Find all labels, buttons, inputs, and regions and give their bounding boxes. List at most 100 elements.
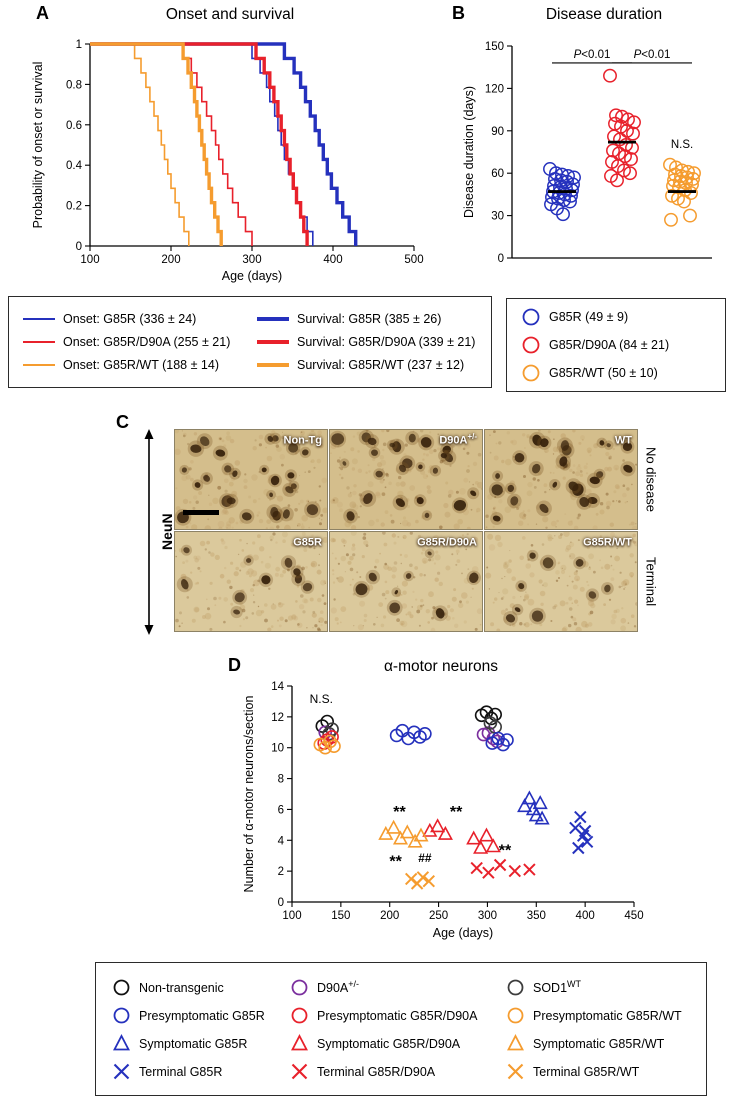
triangle-marker-icon (290, 1033, 309, 1053)
svg-text:0.2: 0.2 (66, 201, 82, 213)
micrograph-label: G85R (293, 536, 322, 549)
micrograph-image (330, 430, 482, 529)
micrograph-label: G85R/D90A (417, 536, 477, 549)
circle-marker-icon (290, 978, 309, 997)
legend-item: Survival: G85R/WT (237 ± 12) (257, 358, 487, 372)
row-label-no-disease: No disease (643, 446, 659, 513)
legend-item: Presymptomatic G85R (112, 1006, 290, 1025)
svg-text:0.8: 0.8 (66, 79, 82, 91)
svg-text:12: 12 (271, 712, 284, 724)
svg-text:P<0.01: P<0.01 (574, 49, 611, 61)
legend-item-label: G85R/D90A (84 ± 21) (549, 338, 670, 352)
svg-text:100: 100 (282, 910, 301, 922)
svg-text:0: 0 (76, 241, 82, 253)
svg-text:2: 2 (278, 866, 284, 878)
onset-survival-chart: 100 200 300 400 500 0 0.2 0.4 0.6 0.8 1 Age (days) P… (31, 39, 424, 283)
legend-item: D90A+/- (290, 978, 506, 997)
legend-item: Onset: G85R/WT (188 ± 14) (23, 358, 257, 372)
legend-item: G85R (49 ± 9) (521, 307, 721, 327)
legend-item-label: SOD1WT (533, 978, 582, 996)
legend-item-label: Terminal G85R/D90A (317, 1065, 436, 1080)
legend-item-label: G85R (49 ± 9) (549, 310, 629, 324)
micrograph-g85r: G85R (174, 531, 328, 632)
micrograph-label: D90A+/- (439, 432, 477, 447)
svg-text:Age (days): Age (days) (433, 926, 493, 940)
line-swatch (257, 340, 289, 344)
micrograph-image (175, 430, 327, 529)
svg-text:120: 120 (485, 83, 504, 95)
legend-item-label: G85R/WT (50 ± 10) (549, 366, 658, 380)
row-label-terminal: Terminal (643, 556, 659, 607)
legend-item: Onset: G85R/D90A (255 ± 21) (23, 335, 257, 349)
motor-neurons-chart: 100 150 200 250 300 350 400 450 0 2 4 6 8 10 12 14 Age (… (242, 681, 644, 940)
micrograph-image (330, 532, 482, 631)
panel-d-letter: D (228, 655, 241, 675)
legend-item-label: Onset: G85R/WT (188 ± 14) (63, 358, 219, 372)
legend-item: Symptomatic G85R/WT (506, 1033, 702, 1053)
legend-item-label: Symptomatic G85R/WT (533, 1037, 665, 1052)
legend-item-label: Presymptomatic G85R (139, 1009, 265, 1024)
svg-text:150: 150 (485, 41, 504, 53)
legend-disease-duration: G85R (49 ± 9) G85R/D90A (84 ± 21) G85R/W… (506, 298, 726, 392)
svg-text:P<0.01: P<0.01 (634, 49, 671, 61)
x-marker-icon (290, 1062, 309, 1081)
triangle-marker-icon (112, 1033, 131, 1053)
legend-item-label: Terminal G85R (139, 1065, 223, 1080)
legend-item: Onset: G85R (336 ± 24) (23, 312, 257, 326)
legend-item-label: Presymptomatic G85R/D90A (317, 1009, 478, 1024)
legend-item: Terminal G85R (112, 1062, 290, 1081)
legend-item-label: Survival: G85R/D90A (339 ± 21) (297, 335, 476, 349)
svg-text:**: ** (393, 804, 406, 821)
panel-c-letter: C (116, 412, 129, 432)
circle-marker-icon (112, 1006, 131, 1025)
legend-item: Presymptomatic G85R/WT (506, 1006, 702, 1025)
circle-marker-icon (506, 1006, 525, 1025)
micrograph-non-tg: Non-Tg (174, 429, 328, 530)
svg-text:90: 90 (491, 126, 504, 138)
vertical-double-arrow-icon (144, 429, 154, 635)
circle-marker-icon (506, 978, 525, 997)
svg-text:450: 450 (624, 910, 643, 922)
svg-text:150: 150 (331, 910, 350, 922)
micrograph-label: Non-Tg (283, 434, 322, 447)
svg-text:N.S.: N.S. (671, 139, 693, 151)
triangle-marker-icon (506, 1033, 525, 1053)
svg-text:60: 60 (491, 168, 504, 180)
panel-a-letter: A (36, 3, 49, 23)
legend-item-label: Survival: G85R/WT (237 ± 12) (297, 358, 465, 372)
legend-item: Terminal G85R/D90A (290, 1062, 506, 1081)
svg-text:30: 30 (491, 211, 504, 223)
svg-text:0: 0 (498, 253, 504, 265)
panel-a-title: Onset and survival (165, 6, 295, 23)
svg-text:10: 10 (271, 743, 284, 755)
legend-item: G85R/WT (50 ± 10) (521, 363, 721, 383)
micrograph-image (175, 532, 327, 631)
micrograph-label: G85R/WT (583, 536, 632, 549)
legend-item: G85R/D90A (84 ± 21) (521, 335, 721, 355)
legend-item-label: Presymptomatic G85R/WT (533, 1009, 682, 1024)
circle-marker-icon (521, 363, 541, 383)
legend-item: Presymptomatic G85R/D90A (290, 1006, 506, 1025)
svg-text:300: 300 (478, 910, 497, 922)
legend-item-label: Survival: G85R (385 ± 26) (297, 312, 442, 326)
micrograph-image (485, 430, 637, 529)
svg-text:200: 200 (380, 910, 399, 922)
panel-b-title: Disease duration (545, 6, 663, 23)
micrograph-label: WT (614, 434, 632, 447)
svg-text:##: ## (418, 851, 432, 865)
svg-text:4: 4 (278, 835, 285, 847)
svg-text:0: 0 (278, 897, 284, 909)
svg-text:**: ** (389, 854, 402, 871)
micrograph-g85r-wt: G85R/WT (484, 531, 638, 632)
micrograph-g85r-d90a: G85R/D90A (329, 531, 483, 632)
legend-item: Non-transgenic (112, 978, 290, 997)
legend-item-label: Symptomatic G85R/D90A (317, 1037, 461, 1052)
line-swatch (23, 318, 55, 320)
svg-text:6: 6 (278, 804, 284, 816)
svg-text:400: 400 (576, 910, 595, 922)
svg-text:200: 200 (161, 254, 180, 266)
svg-text:Disease duration (days): Disease duration (days) (462, 86, 476, 218)
legend-onset-survival: Onset: G85R (336 ± 24) Survival: G85R (3… (8, 296, 492, 388)
svg-text:Age (days): Age (days) (222, 269, 282, 283)
legend-item: Symptomatic G85R/D90A (290, 1033, 506, 1053)
